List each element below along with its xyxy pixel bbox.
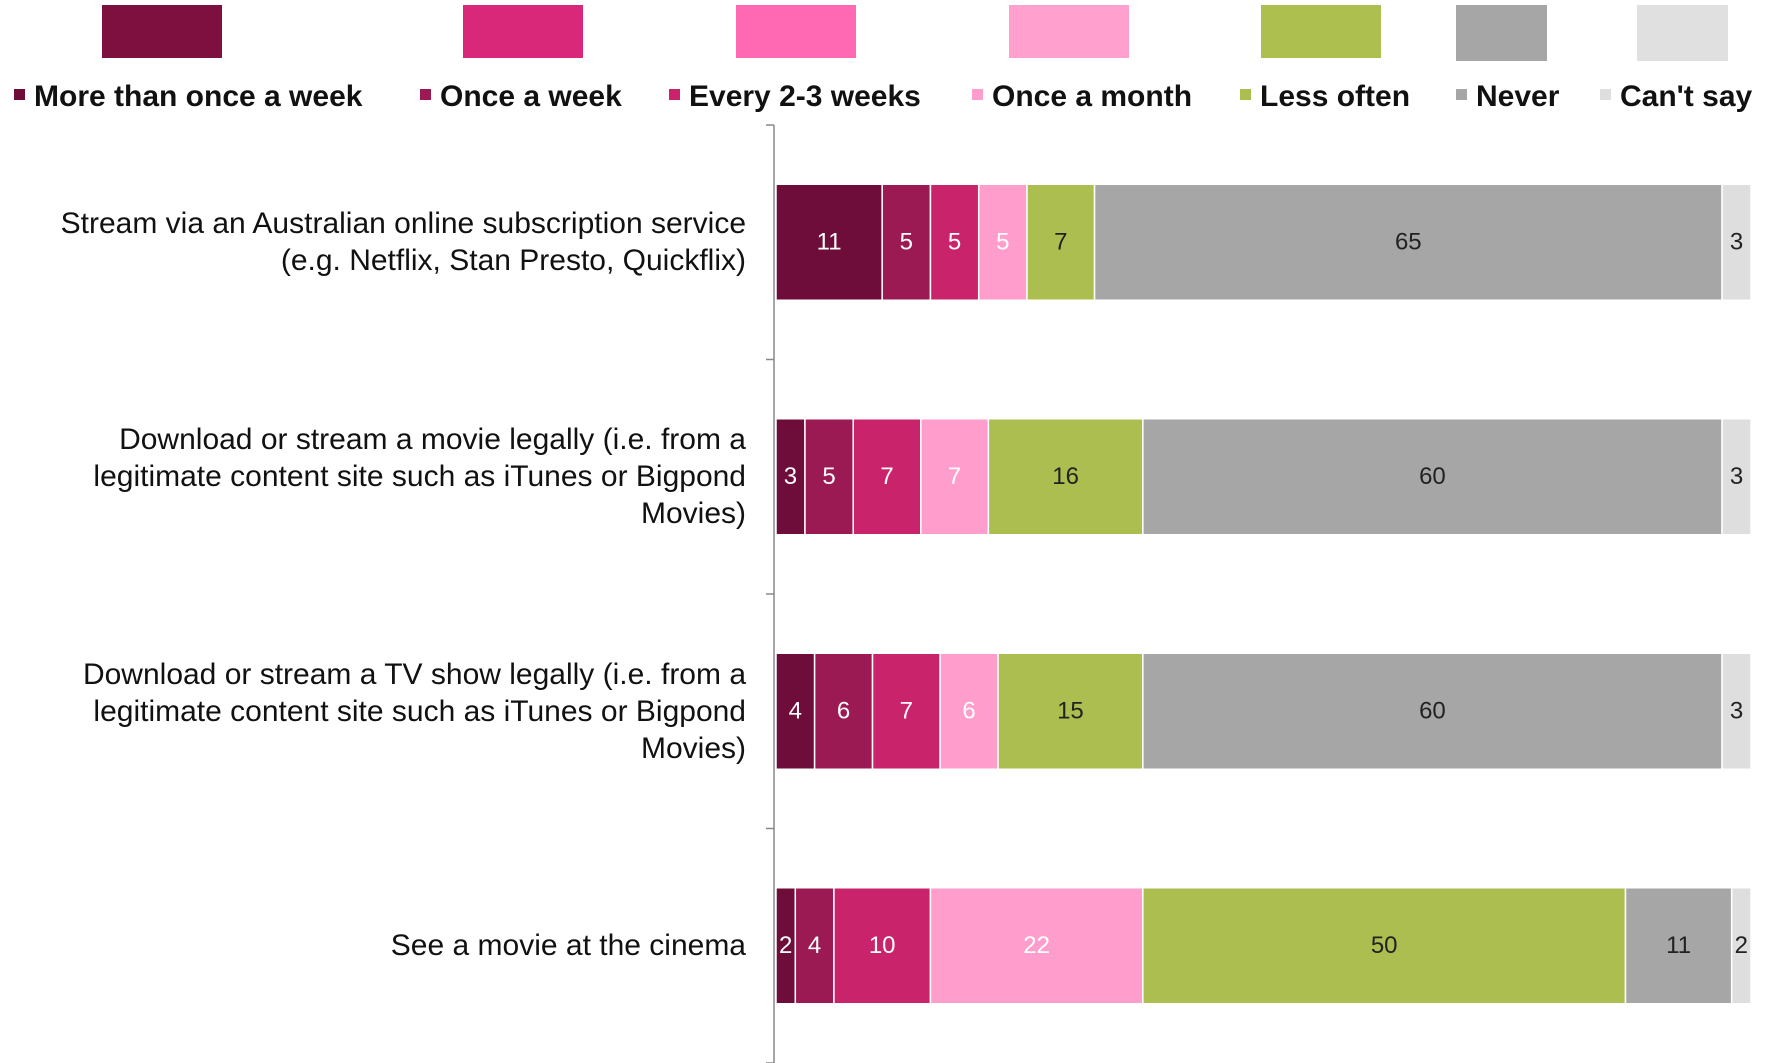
- data-label: 16: [1052, 463, 1079, 490]
- bar-segment: [1721, 418, 1752, 536]
- category-label: See a movie at the cinema: [390, 929, 746, 963]
- swatch: [736, 5, 856, 58]
- legend-label: Once a week: [440, 80, 622, 113]
- data-label: 3: [1730, 698, 1743, 725]
- category-label: Download or stream a movie legally (i.e.…: [93, 423, 746, 531]
- bar-segment: [775, 418, 806, 536]
- data-label: 2: [779, 932, 792, 959]
- swatch: [1456, 5, 1547, 61]
- data-label: 60: [1419, 463, 1446, 490]
- bar-segment: [1721, 183, 1752, 301]
- data-label: 65: [1395, 229, 1422, 256]
- bar-segment: [1721, 652, 1752, 770]
- category-label: Download or stream a TV show legally (i.…: [82, 657, 746, 765]
- legend-marker: [420, 89, 431, 100]
- data-label: 4: [808, 932, 821, 959]
- data-label: 5: [822, 463, 835, 490]
- bar-segment: [1026, 183, 1096, 301]
- data-label: 5: [900, 229, 913, 256]
- bar-segment: [813, 652, 874, 770]
- legend-marker: [1456, 89, 1467, 100]
- swatch: [463, 5, 583, 58]
- bar-segment: [920, 418, 990, 536]
- data-label: 6: [962, 698, 975, 725]
- data-label: 11: [817, 229, 842, 256]
- data-label: 15: [1057, 698, 1084, 725]
- legend-marker: [1240, 89, 1251, 100]
- category-label: Stream via an Australian online subscrip…: [60, 207, 746, 278]
- bar-segment: [804, 418, 854, 536]
- bar-segment: [1142, 887, 1627, 1005]
- bar-segment: [775, 183, 883, 301]
- legend-marker: [14, 89, 25, 100]
- legend-label: Every 2-3 weeks: [689, 80, 921, 113]
- data-label: 2: [1735, 932, 1748, 959]
- data-label: 11: [1666, 932, 1691, 959]
- bar-segment: [794, 887, 835, 1005]
- bar-segment: [929, 183, 980, 301]
- data-label: 5: [996, 229, 1009, 256]
- data-label: 7: [948, 463, 961, 490]
- legend-label: More than once a week: [34, 80, 363, 113]
- bar-segment: [1624, 887, 1733, 1005]
- bar-segment: [1730, 887, 1752, 1005]
- data-label: 22: [1023, 932, 1050, 959]
- data-label: 7: [1054, 229, 1067, 256]
- bar-segment: [997, 652, 1144, 770]
- data-label: 3: [1730, 463, 1743, 490]
- swatch: [1261, 5, 1381, 58]
- legend-marker: [972, 89, 983, 100]
- bar-segment: [977, 183, 1028, 301]
- bar-segment: [939, 652, 999, 770]
- legend-marker: [669, 89, 680, 100]
- data-label: 5: [948, 229, 961, 256]
- legend-label: Once a month: [992, 80, 1192, 113]
- data-label: 10: [869, 932, 896, 959]
- data-label: 4: [789, 698, 802, 725]
- bar-segment: [987, 418, 1144, 536]
- bar-segment: [1142, 652, 1723, 770]
- data-label: 3: [784, 463, 797, 490]
- swatch: [102, 5, 222, 58]
- bar-segment: [1093, 183, 1723, 301]
- bar-segment: [1142, 418, 1723, 536]
- data-label: 7: [900, 698, 913, 725]
- legend-label: Can't say: [1620, 80, 1753, 113]
- data-label: 6: [837, 698, 850, 725]
- data-label: 7: [880, 463, 893, 490]
- legend-label: Never: [1476, 80, 1560, 113]
- bar-segment: [871, 652, 941, 770]
- legend-marker: [1600, 89, 1611, 100]
- data-label: 60: [1419, 698, 1446, 725]
- swatch: [1009, 5, 1129, 58]
- data-label: 50: [1371, 932, 1398, 959]
- swatch: [1637, 5, 1728, 61]
- legend-swatches: [102, 5, 1728, 61]
- data-label: 3: [1730, 229, 1743, 256]
- legend-label: Less often: [1260, 80, 1410, 113]
